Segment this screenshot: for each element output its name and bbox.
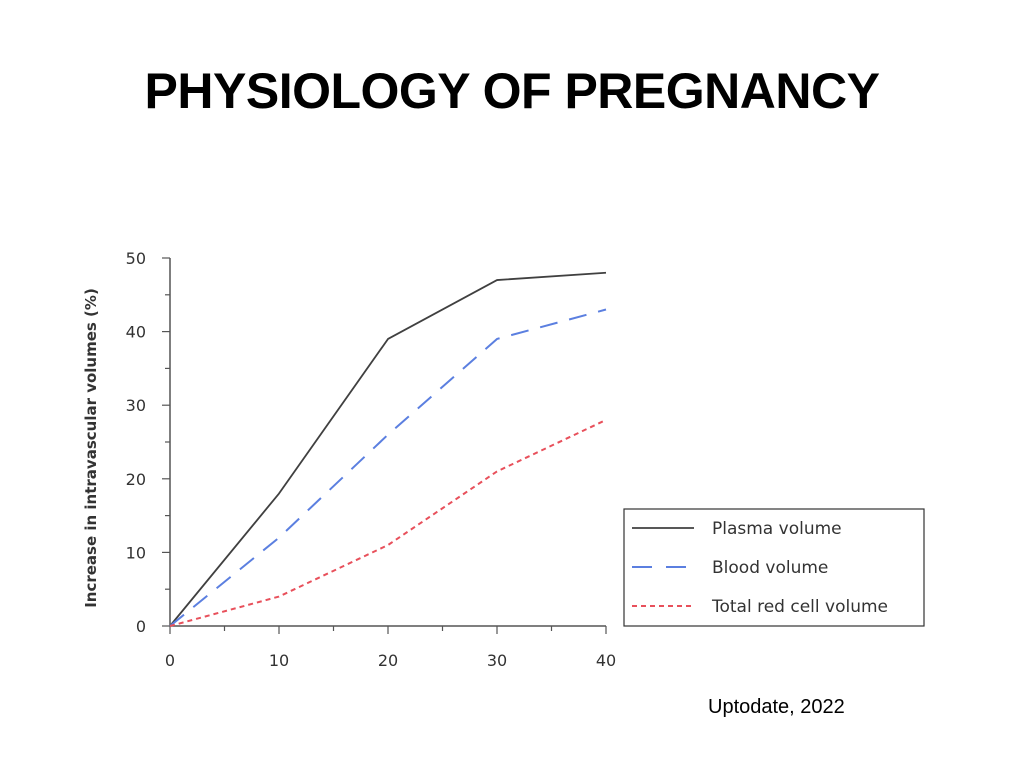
y-tick-label: 30 [126, 396, 146, 415]
legend-label-3: Total red cell volume [711, 597, 888, 617]
series-line-1 [169, 271, 607, 627]
y-tick-label: 20 [126, 470, 146, 489]
citation: Uptodate, 2022 [708, 696, 845, 718]
y-tick-label: 0 [136, 617, 146, 636]
legend-label-2: Blood volume [712, 558, 828, 578]
series-line-2 [169, 308, 607, 627]
y-axis-label: Increase in intravascular volumes (%) [82, 288, 100, 608]
y-tick-label: 10 [126, 543, 146, 562]
axes: 0 10 20 30 40 50 0 10 20 30 40 Increase in intravas… [82, 249, 616, 670]
x-tick-label: 40 [596, 651, 616, 670]
x-tick-label: 0 [165, 651, 175, 670]
y-tick-label: 50 [126, 249, 146, 268]
legend-label-1: Plasma volume [712, 519, 842, 539]
legend: Plasma volume Blood volume Total red cell … [623, 508, 925, 627]
y-tick-label: 40 [126, 323, 146, 342]
series-lines [169, 271, 607, 627]
slide-title: PHYSIOLOGY OF PREGNANCY [144, 63, 880, 119]
series-line-3 [169, 419, 607, 627]
x-tick-label: 30 [487, 651, 507, 670]
x-tick-label: 20 [378, 651, 398, 670]
x-tick-label: 10 [269, 651, 289, 670]
